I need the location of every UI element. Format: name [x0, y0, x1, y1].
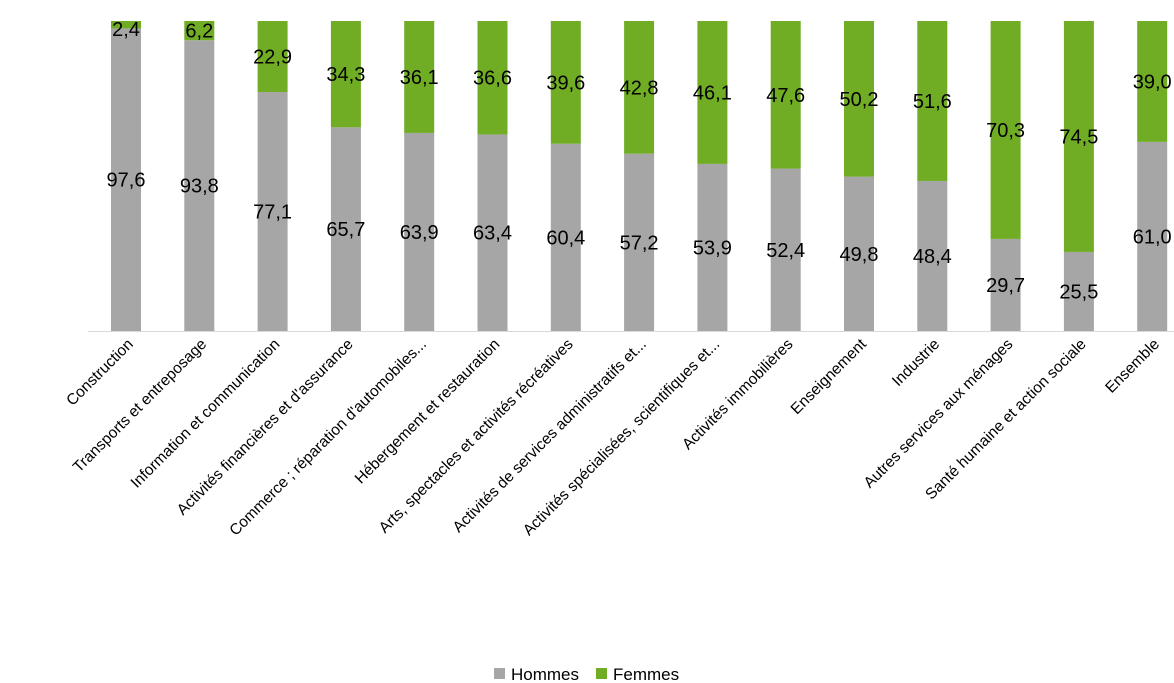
data-label-hommes: 65,7: [326, 219, 365, 241]
bar-femmes: [1063, 21, 1094, 252]
bar-hommes: [844, 176, 874, 331]
legend-label-femmes: Femmes: [613, 665, 679, 683]
x-tick-label: Enseignement: [788, 335, 871, 418]
data-label-hommes: 60,4: [546, 227, 585, 249]
data-label-hommes: 97,6: [107, 170, 146, 192]
bar-femmes: [1137, 21, 1168, 142]
x-tick-label: Transports et entreposage: [70, 336, 210, 476]
bar-hommes: [990, 238, 1021, 331]
data-label-femmes: 39,6: [546, 72, 585, 94]
bar-hommes: [257, 91, 288, 332]
data-label-femmes: 46,1: [693, 82, 732, 104]
x-tick-label: Ensemble: [1102, 336, 1163, 397]
bar-hommes: [330, 127, 361, 331]
x-tick-label: Construction: [63, 336, 137, 410]
data-label-femmes: 74,5: [1059, 126, 1098, 148]
data-label-hommes: 63,4: [473, 223, 512, 245]
bar-hommes: [624, 153, 655, 331]
data-label-hommes: 93,8: [180, 176, 219, 198]
bar-femmes: [697, 21, 728, 164]
bar-femmes: [111, 21, 141, 29]
bars-layer: [111, 21, 1168, 332]
bar-femmes: [917, 21, 948, 181]
bar-hommes: [1137, 141, 1168, 331]
bar-hommes: [404, 132, 435, 331]
data-label-hommes: 48,4: [913, 246, 952, 268]
bar-hommes: [477, 134, 508, 331]
data-label-femmes: 47,6: [766, 85, 805, 107]
data-label-femmes: 6,2: [185, 21, 213, 43]
data-label-femmes: 50,2: [840, 89, 879, 111]
data-label-femmes: 70,3: [986, 120, 1025, 142]
data-label-femmes: 36,1: [400, 67, 439, 89]
data-label-femmes: 36,6: [473, 68, 512, 90]
data-label-hommes: 53,9: [693, 237, 732, 259]
data-label-hommes: 77,1: [253, 201, 292, 223]
bar-femmes: [770, 21, 801, 169]
data-label-hommes: 57,2: [620, 232, 659, 254]
data-label-hommes: 63,9: [400, 222, 439, 244]
x-tick-label: Santé humaine et action sociale: [922, 336, 1089, 503]
data-label-femmes: 39,0: [1133, 71, 1172, 93]
x-tick-label: Autres services aux ménages: [861, 336, 1017, 492]
legend-label-hommes: Hommes: [511, 665, 579, 683]
x-tick-label: Industrie: [889, 336, 943, 390]
bar-femmes: [550, 21, 581, 144]
data-label-femmes: 2,4: [112, 19, 140, 41]
data-label-hommes: 25,5: [1059, 281, 1098, 303]
bar-femmes: [477, 21, 508, 135]
bar-hommes: [184, 40, 215, 331]
legend-swatch-hommes: [494, 668, 505, 679]
data-label-hommes: 52,4: [766, 240, 805, 262]
bar-femmes: [990, 21, 1021, 239]
data-labels-layer: 97,6 2,4 93,8 6,2 77,1 22,9 65,7 34,3 63,9 36,1 63…: [107, 19, 1172, 303]
data-label-hommes: 61,0: [1133, 226, 1172, 248]
bar-femmes: [184, 21, 215, 41]
data-label-hommes: 29,7: [986, 275, 1025, 297]
data-label-hommes: 49,8: [840, 244, 879, 266]
x-tick-label: Hébergement et restauration: [352, 336, 504, 488]
bar-femmes: [844, 21, 874, 177]
bar-hommes: [111, 28, 141, 331]
legend: Hommes Femmes: [494, 665, 679, 683]
bar-hommes: [770, 168, 801, 331]
bar-femmes: [257, 21, 288, 92]
bar-femmes: [330, 21, 361, 128]
legend-swatch-femmes: [596, 668, 607, 679]
data-label-femmes: 42,8: [620, 77, 659, 99]
bar-hommes: [917, 180, 948, 331]
data-label-femmes: 34,3: [326, 64, 365, 86]
bar-hommes: [697, 163, 728, 331]
bar-femmes: [624, 21, 655, 154]
data-label-femmes: 51,6: [913, 91, 952, 113]
data-label-femmes: 22,9: [253, 46, 292, 68]
x-tick-label: Information et communication: [128, 336, 284, 492]
bar-femmes: [404, 21, 435, 133]
bar-hommes: [1063, 251, 1094, 331]
bar-hommes: [550, 143, 581, 331]
